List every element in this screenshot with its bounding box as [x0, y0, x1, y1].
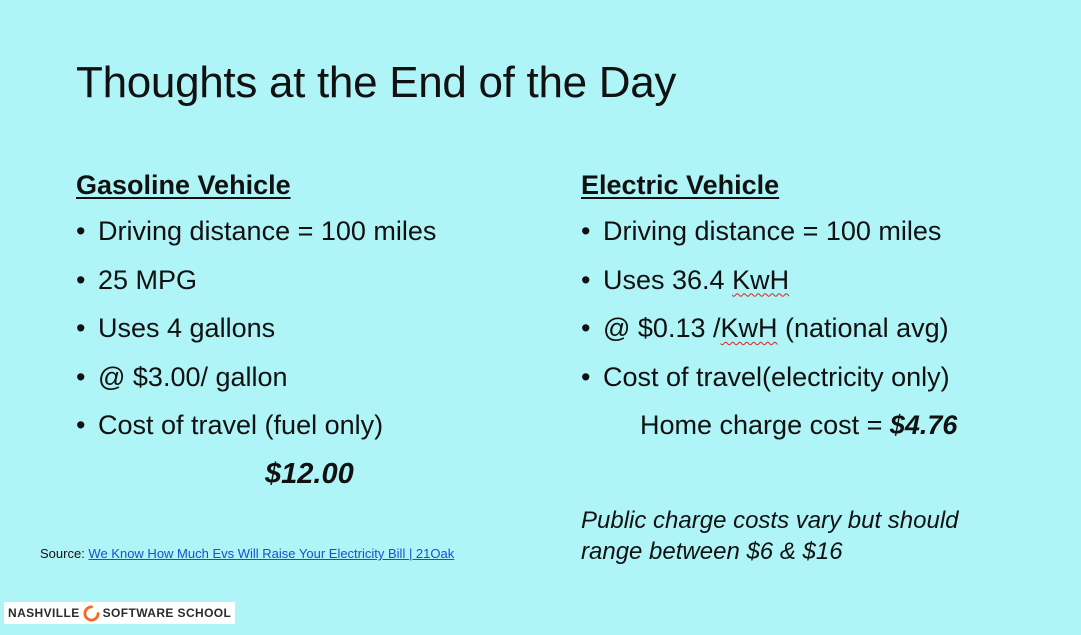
bullet-text: Cost of travel (fuel only): [98, 410, 384, 440]
bullet-text: Cost of travel(electricity only): [603, 361, 950, 392]
list-item: • Uses 36.4 KwH: [581, 263, 1061, 312]
bullet-icon: •: [581, 361, 591, 392]
bullet-text: Uses 4 gallons: [98, 313, 276, 343]
public-charge-note: Public charge costs vary but should rang…: [581, 507, 959, 565]
bullet-icon: •: [581, 216, 591, 246]
home-charge-label: Home charge cost =: [640, 410, 890, 440]
electric-heading: Electric Vehicle: [581, 170, 780, 200]
source-link[interactable]: We Know How Much Evs Will Raise Your Ele…: [88, 546, 455, 561]
bullet-text: Driving distance = 100 miles: [98, 216, 437, 246]
list-item: • Driving distance = 100 miles: [581, 214, 1061, 263]
list-item: • Uses 4 gallons: [76, 311, 546, 360]
electric-column: Electric Vehicle • Driving distance = 100…: [581, 166, 1061, 408]
gasoline-total-cost: $12.00: [265, 458, 354, 490]
bullet-icon: •: [581, 313, 591, 343]
slide-title: Thoughts at the End of the Day: [76, 58, 677, 107]
nss-logo: NASHVILLE SOFTWARE SCHOOL: [4, 602, 236, 624]
bullet-text: @ $0.13 /: [603, 313, 721, 343]
bullet-icon: •: [581, 264, 591, 295]
logo-text-right: SOFTWARE SCHOOL: [102, 606, 232, 620]
gasoline-bullet-list: • Driving distance = 100 miles • 25 MPG • U…: [76, 214, 546, 457]
bullet-icon: •: [76, 410, 86, 440]
gasoline-column: Gasoline Vehicle • Driving distance = 100…: [76, 166, 546, 457]
bullet-text: 25 MPG: [98, 264, 198, 295]
home-charge-amount: $4.76: [889, 410, 958, 440]
bullet-icon: •: [76, 361, 86, 392]
spellcheck-word: KwH: [720, 313, 778, 343]
electric-bullet-list: • Driving distance = 100 miles • Uses 36.4…: [581, 214, 1061, 408]
list-item: • 25 MPG: [76, 263, 546, 312]
source-label: Source:: [40, 546, 89, 561]
list-item: • @ $0.13 /KwH (national avg): [581, 311, 1061, 360]
logo-text-left: NASHVILLE: [8, 606, 80, 620]
list-item: • Cost of travel(electricity only): [581, 360, 1061, 409]
list-item: • Driving distance = 100 miles: [76, 214, 546, 263]
bullet-text: Uses 36.4: [603, 264, 733, 295]
bullet-icon: •: [76, 264, 86, 295]
bullet-text: Driving distance = 100 miles: [603, 216, 942, 246]
logo-mark-icon: [83, 604, 100, 622]
gasoline-heading: Gasoline Vehicle: [76, 170, 291, 200]
bullet-text: @ $3.00/ gallon: [98, 361, 288, 392]
home-charge-line: Home charge cost = $4.76: [640, 410, 957, 441]
bullet-text: (national avg): [777, 313, 949, 343]
spellcheck-word: KwH: [732, 264, 790, 295]
bullet-icon: •: [76, 313, 86, 343]
bullet-icon: •: [76, 216, 86, 246]
source-citation: Source: We Know How Much Evs Will Raise …: [40, 546, 454, 561]
list-item: • Cost of travel (fuel only): [76, 408, 546, 457]
list-item: • @ $3.00/ gallon: [76, 360, 546, 409]
